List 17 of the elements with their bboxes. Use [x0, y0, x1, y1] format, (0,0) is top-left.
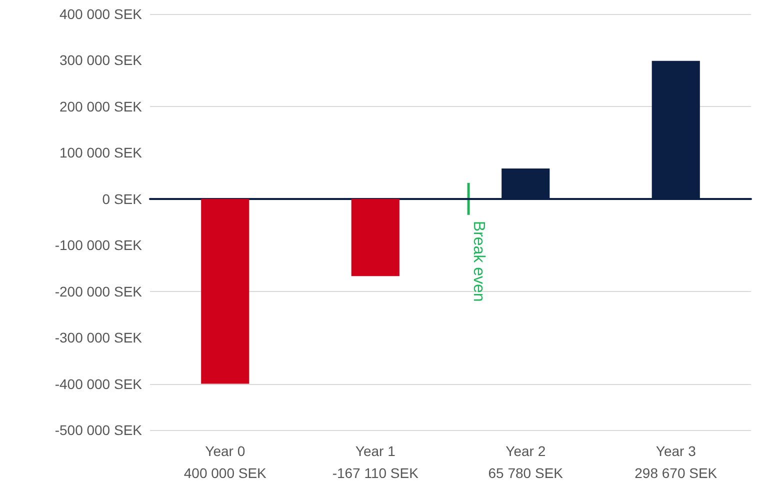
y-tick-label: 0 SEK [102, 190, 143, 207]
y-tick-label: -500 000 SEK [54, 422, 143, 438]
x-tick-label: Year 2 65 780 SEK [488, 443, 564, 481]
x-tick-label: Year 1 -167 110 SEK [332, 443, 420, 481]
bar [201, 198, 250, 384]
y-tick-label: 100 000 SEK [59, 144, 143, 161]
x-tick-label: Year 3 298 670 SEK [634, 443, 718, 481]
y-tick-label: 400 000 SEK [59, 6, 143, 22]
y-tick-label: 200 000 SEK [59, 98, 143, 114]
bar [351, 198, 400, 276]
x-tick-label: Year 0 400 000 SEK [184, 443, 268, 481]
annotation: Break even [470, 220, 488, 302]
y-tick-label: -300 000 SEK [54, 330, 143, 346]
y-tick-label: -400 000 SEK [54, 376, 143, 392]
y-tick-label: -100 000 SEK [54, 237, 143, 254]
y-tick-label: -200 000 SEK [54, 283, 143, 300]
y-tick-label: 300 000 SEK [59, 52, 143, 68]
